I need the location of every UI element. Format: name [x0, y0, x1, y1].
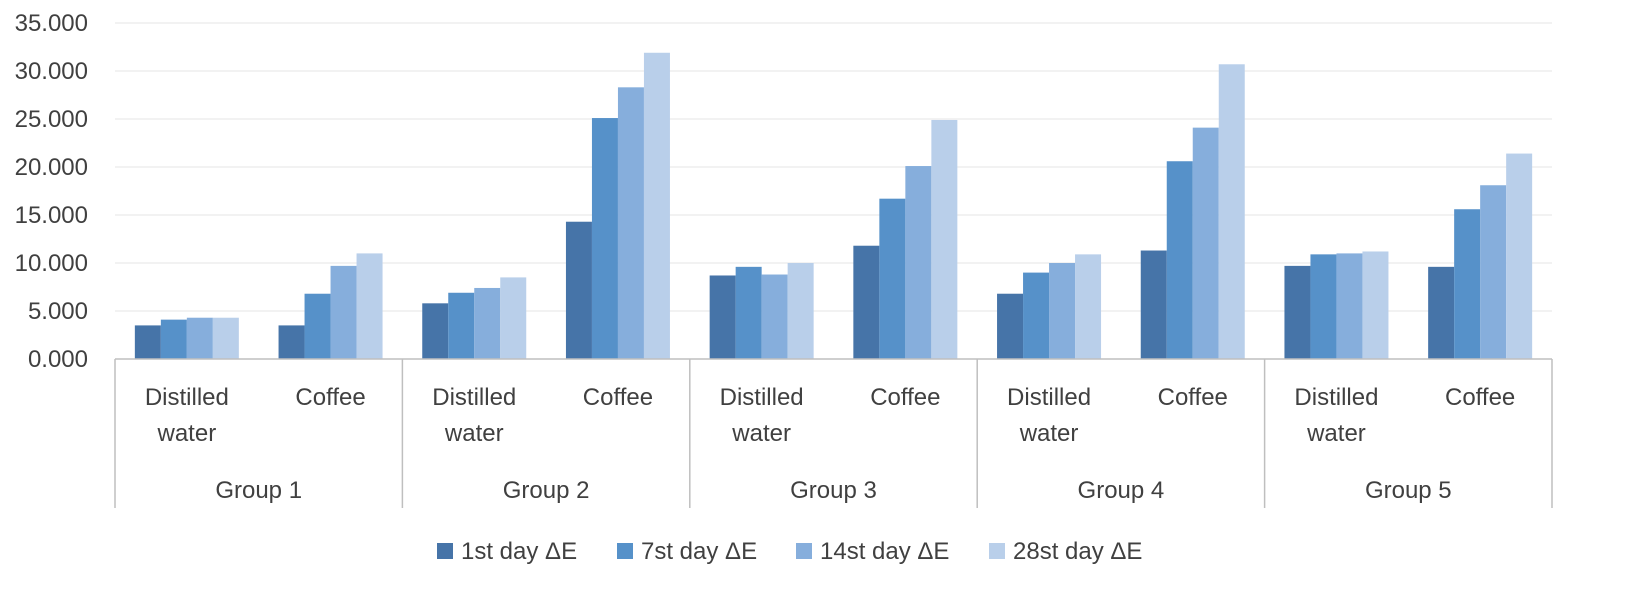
bars: [134, 52, 1533, 360]
x-category-label: water: [1306, 420, 1366, 447]
bar: [997, 293, 1024, 359]
bar: [709, 275, 736, 359]
bar: [1192, 127, 1219, 359]
y-tick-label: 30.000: [15, 58, 88, 85]
bar: [1480, 185, 1507, 359]
y-tick-label: 10.000: [15, 250, 88, 277]
bar: [905, 166, 932, 359]
x-category-label: Coffee: [1445, 384, 1515, 411]
bar: [1075, 254, 1102, 359]
bar: [134, 325, 161, 359]
bar: [356, 253, 383, 359]
x-category-label: Coffee: [583, 384, 653, 411]
bar: [735, 266, 762, 359]
x-category-label: Coffee: [1158, 384, 1228, 411]
x-category-label: Distilled: [720, 384, 804, 411]
x-category-label: Distilled: [1007, 384, 1091, 411]
bar: [1310, 254, 1337, 359]
legend-label: 1st day ΔE: [461, 538, 577, 565]
bar: [330, 265, 357, 359]
legend-label: 28st day ΔE: [1013, 538, 1142, 565]
legend-item: 14st day ΔE: [796, 538, 949, 565]
legend-swatch: [796, 543, 812, 559]
y-tick-label: 0.000: [28, 346, 88, 373]
x-category-label: Coffee: [870, 384, 940, 411]
x-category-label: Coffee: [295, 384, 365, 411]
bar: [1362, 251, 1389, 359]
legend-swatch: [617, 543, 633, 559]
y-tick-label: 15.000: [15, 202, 88, 229]
x-group-label: Group 1: [215, 477, 302, 504]
legend-swatch: [437, 543, 453, 559]
x-category-label: Distilled: [1294, 384, 1378, 411]
bar: [1218, 64, 1245, 359]
bar: [853, 245, 880, 359]
legend-item: 1st day ΔE: [437, 538, 577, 565]
y-axis-tick-labels: 0.000 5.000 10.000 15.000 20.000 25.000 30.000…: [15, 10, 88, 373]
axes: [114, 358, 1553, 508]
x-axis-labels: Distilled water Coffee Group 1 Distilled wate…: [145, 384, 1515, 504]
bar: [1284, 265, 1311, 359]
bar: [1166, 161, 1193, 359]
legend-label: 7st day ΔE: [641, 538, 757, 565]
bar: [1454, 209, 1481, 359]
bar: [879, 198, 906, 359]
gridlines: [115, 22, 1552, 312]
bar: [422, 303, 449, 359]
x-group-label: Group 3: [790, 477, 877, 504]
bar: [1428, 266, 1455, 359]
legend-item: 7st day ΔE: [617, 538, 757, 565]
bar: [1506, 153, 1533, 359]
y-tick-label: 5.000: [28, 298, 88, 325]
bar: [1140, 250, 1167, 359]
bar: [278, 325, 305, 359]
x-category-label: Distilled: [145, 384, 229, 411]
bar: [1049, 263, 1076, 359]
legend-swatch: [989, 543, 1005, 559]
y-tick-label: 20.000: [15, 154, 88, 181]
x-group-label: Group 5: [1365, 477, 1452, 504]
x-group-label: Group 4: [1078, 477, 1165, 504]
legend-item: 28st day ΔE: [989, 538, 1142, 565]
bar: [474, 287, 501, 359]
bar: [500, 277, 527, 359]
x-category-label: Distilled: [432, 384, 516, 411]
bar: [212, 317, 239, 359]
bar: [304, 293, 331, 359]
bar: [565, 221, 592, 359]
bar: [761, 274, 788, 359]
bar: [186, 317, 213, 359]
bar: [1336, 253, 1363, 359]
bar: [787, 263, 814, 359]
x-category-label: water: [157, 420, 217, 447]
bar: [1023, 272, 1050, 359]
y-tick-label: 35.000: [15, 10, 88, 37]
bar: [931, 119, 958, 360]
x-category-label: water: [1019, 420, 1079, 447]
legend-label: 14st day ΔE: [820, 538, 949, 565]
x-group-label: Group 2: [503, 477, 590, 504]
legend: 1st day ΔE 7st day ΔE 14st day ΔE 28st day …: [437, 538, 1142, 565]
bar: [160, 319, 187, 359]
bar: [643, 52, 670, 359]
bar: [448, 292, 475, 359]
bar: [591, 118, 618, 359]
bar: [617, 87, 644, 359]
x-category-label: water: [731, 420, 791, 447]
y-tick-label: 25.000: [15, 106, 88, 133]
x-category-label: water: [444, 420, 504, 447]
